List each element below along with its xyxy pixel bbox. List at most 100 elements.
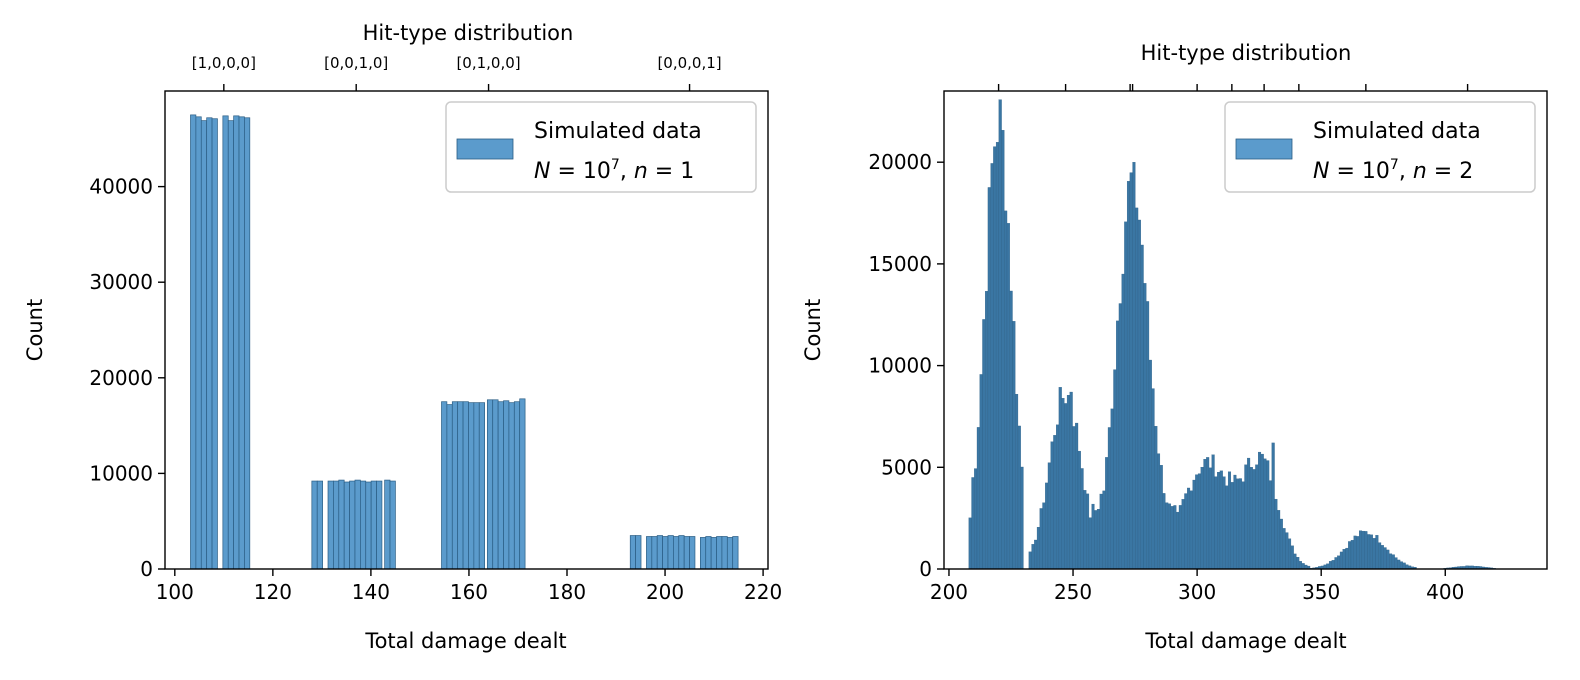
histogram-bar (1189, 490, 1193, 570)
histogram-bar (1184, 493, 1188, 570)
histogram-bar (1328, 561, 1333, 570)
histogram-bar (976, 427, 980, 570)
x-tick-label: 250 (1054, 580, 1092, 604)
y-tick-label: 20000 (868, 150, 932, 174)
histogram-bar (1143, 283, 1147, 570)
right-x-axis-label: Total damage dealt (1144, 629, 1346, 653)
y-tick-label: 5000 (881, 455, 932, 479)
histogram-bar (979, 374, 983, 570)
histogram-bar (1227, 471, 1232, 570)
right-x-axis: 200 250 300 350 400 (930, 569, 1464, 604)
histogram-bar (233, 115, 240, 570)
histogram-bar (683, 536, 690, 570)
histogram-bar (389, 480, 396, 570)
histogram-bar (1036, 526, 1040, 570)
x-tick-label: 220 (744, 580, 782, 604)
histogram-bar (384, 479, 391, 570)
histogram-bar (1298, 561, 1302, 570)
histogram-bar (1334, 557, 1338, 570)
histogram-bar (457, 401, 464, 570)
right-plot-frame (943, 90, 1548, 570)
right-chart-panel: 200 250 300 350 400 0 5000 10000 15000 20000 Tot… (801, 41, 1548, 653)
histogram-bar (1217, 471, 1221, 570)
x-tick-label: 400 (1426, 580, 1464, 604)
histogram-bar (1181, 499, 1185, 570)
histogram-bar (1268, 480, 1272, 570)
histogram-bar (1028, 551, 1032, 570)
histogram-bar (451, 401, 459, 570)
histogram-bar (370, 480, 377, 570)
histogram-bar (1263, 458, 1267, 570)
histogram-bar (987, 187, 991, 570)
histogram-bar (1157, 453, 1161, 570)
left-legend-label-line1: Simulated data (534, 119, 702, 144)
histogram-bar (732, 536, 739, 570)
histogram-bar (1255, 464, 1259, 570)
histogram-bar (1342, 549, 1346, 570)
histogram-bar (998, 99, 1002, 570)
histogram-bar (513, 401, 521, 570)
left-x-axis: 100 120 140 160 180 200 220 (156, 569, 782, 604)
histogram-bar (1386, 549, 1390, 570)
histogram-bar (1006, 223, 1010, 570)
histogram-bar (1274, 498, 1278, 570)
histogram-bar (478, 402, 485, 570)
histogram-bar (316, 480, 323, 570)
histogram-bar (1178, 505, 1182, 570)
histogram-bar (354, 479, 361, 570)
histogram-bar (1260, 453, 1264, 570)
histogram-bar (1096, 509, 1100, 570)
histogram-bar (238, 116, 245, 570)
histogram-bar (1058, 387, 1062, 570)
histogram-bar (1285, 532, 1289, 570)
histogram-bar (1348, 541, 1352, 570)
histogram-bar (1391, 554, 1395, 570)
histogram-bar (1113, 369, 1117, 570)
histogram-bar (1200, 466, 1204, 570)
histogram-bar (349, 480, 356, 570)
histogram-bar (1359, 530, 1363, 570)
histogram-bar (1020, 466, 1024, 570)
histogram-bar (497, 401, 504, 570)
y-tick-label: 15000 (868, 252, 932, 276)
histogram-bar (190, 114, 197, 570)
x-tick-label: 120 (254, 580, 292, 604)
histogram-bar (721, 536, 728, 570)
histogram-bar (222, 115, 229, 570)
histogram-bar (1206, 457, 1210, 570)
histogram-bar (1126, 181, 1131, 570)
histogram-bar (673, 536, 680, 570)
histogram-bar (1293, 553, 1297, 570)
histogram-bar (1061, 398, 1065, 570)
histogram-bar (1197, 473, 1201, 570)
histogram-bar (995, 142, 999, 570)
histogram-bar (1252, 469, 1256, 570)
histogram-bar (629, 535, 636, 570)
histogram-bar (1075, 422, 1079, 570)
histogram-bar (1045, 482, 1049, 570)
histogram-bar (1364, 531, 1368, 570)
histogram-bar (486, 399, 494, 570)
histogram-bar (503, 400, 510, 570)
histogram-bar (311, 480, 318, 570)
histogram-bar (993, 146, 997, 570)
histogram-bar (376, 480, 383, 570)
histogram-bar (1105, 457, 1109, 570)
histogram-bar (662, 536, 669, 570)
histogram-bar (200, 120, 208, 570)
histogram-bar (1238, 478, 1242, 570)
histogram-bar (1083, 490, 1087, 570)
histogram-bar (1053, 435, 1057, 570)
histogram-bar (1034, 539, 1038, 570)
histogram-bar (974, 468, 978, 570)
histogram-bar (446, 404, 453, 570)
histogram-bar (441, 401, 448, 570)
histogram-bar (1244, 464, 1248, 570)
histogram-bar (1050, 441, 1054, 570)
right-legend: Simulated data N = 107, n = 2 (1224, 101, 1536, 193)
histogram-bar (971, 477, 975, 570)
left-chart-panel: 100 120 140 160 180 200 220 0 10000 20000 30000 40… (23, 21, 782, 653)
histogram-bar (1118, 303, 1122, 570)
histogram-bar (1094, 510, 1098, 570)
histogram-bar (1378, 542, 1382, 570)
